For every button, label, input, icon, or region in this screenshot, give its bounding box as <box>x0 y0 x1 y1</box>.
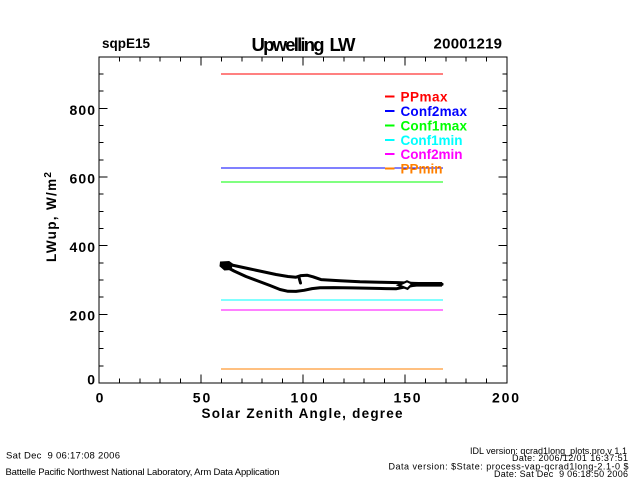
svg-text:Conf2max: Conf2max <box>401 104 468 119</box>
svg-text:Solar Zenith Angle, degree: Solar Zenith Angle, degree <box>202 406 403 421</box>
svg-text:0: 0 <box>96 390 104 406</box>
svg-text:600: 600 <box>70 170 96 186</box>
svg-text:Upwelling LW: Upwelling LW <box>252 34 357 55</box>
svg-text:200: 200 <box>492 390 519 406</box>
svg-text:800: 800 <box>70 102 96 118</box>
svg-text:Date: 2006/12/01 16:37:51: Date: 2006/12/01 16:37:51 <box>512 453 628 463</box>
svg-text:Conf1min: Conf1min <box>401 133 463 148</box>
svg-text:LWup, W/m2: LWup, W/m2 <box>43 172 59 262</box>
svg-text:PPmin: PPmin <box>401 161 443 176</box>
svg-text:Conf1max: Conf1max <box>401 119 468 134</box>
svg-text:400: 400 <box>70 239 96 255</box>
svg-text:Sat Dec 9 06:17:08 2006: Sat Dec 9 06:17:08 2006 <box>6 451 120 462</box>
svg-text:Data version: $State: process-: Data version: $State: process-vap-qcrad1… <box>389 461 629 471</box>
svg-text:Conf2min: Conf2min <box>401 147 463 162</box>
svg-text:50: 50 <box>193 390 211 406</box>
svg-text:0: 0 <box>87 371 95 387</box>
svg-text:IDL version: qcrad1long_plots.: IDL version: qcrad1long_plots.pro,v 1.1 <box>470 446 627 456</box>
svg-text:PPmax: PPmax <box>401 89 448 104</box>
svg-text:Date: Sat Dec 9 06:18:50 2006: Date: Sat Dec 9 06:18:50 2006 <box>494 469 628 479</box>
svg-text:100: 100 <box>291 390 318 406</box>
svg-text:Battelle Pacific Northwest Nat: Battelle Pacific Northwest National Labo… <box>6 467 280 478</box>
svg-text:sqpE15: sqpE15 <box>102 36 150 51</box>
svg-text:200: 200 <box>70 308 96 324</box>
svg-text:20001219: 20001219 <box>434 36 503 53</box>
svg-text:150: 150 <box>394 390 421 406</box>
